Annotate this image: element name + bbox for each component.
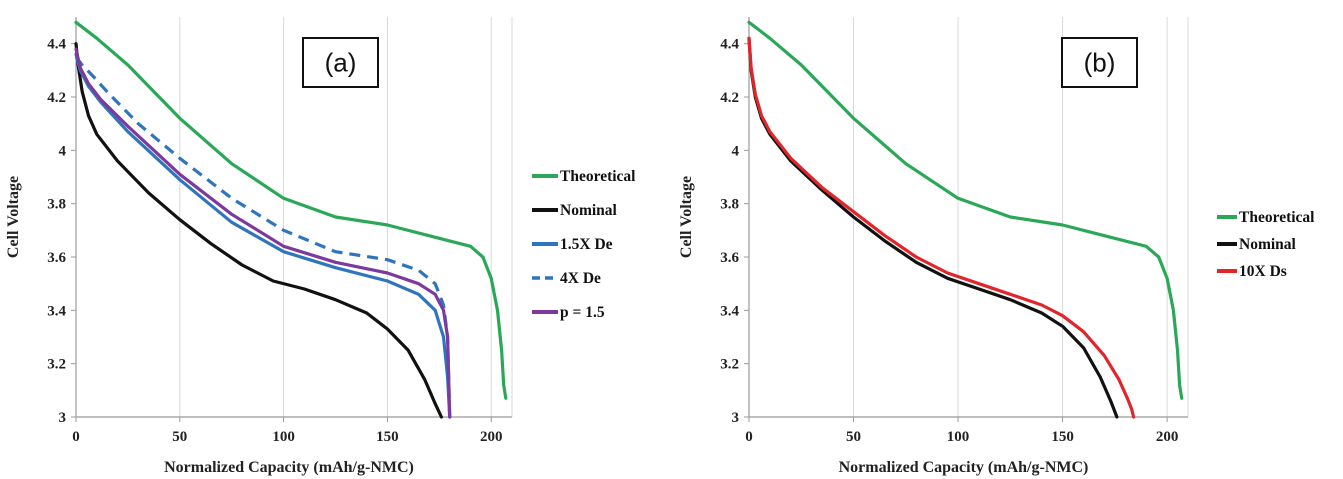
x-tick-label: 200 [1156, 429, 1179, 445]
legend-label: Nominal [1239, 236, 1297, 253]
series-line-10x-ds [747, 36, 1136, 419]
y-tick-label: 4.4 [47, 37, 66, 53]
legend-label: 1.5X De [560, 236, 613, 253]
y-tick-label: 3.6 [720, 250, 739, 266]
y-tick-label: 3 [59, 410, 67, 426]
y-tick-label: 4 [59, 143, 67, 159]
series-line-4x-de [74, 56, 452, 418]
legend-label: Theoretical [1239, 209, 1315, 226]
chart-panel-0: 3 3.2 3.4 3.6 3.8 4 4.2 4.4 0 50 100 150 200 Normaliz… [5, 17, 636, 476]
legend: Theoretical Nominal 10X Ds [1217, 209, 1315, 280]
y-tick-label: 3 [732, 410, 740, 426]
y-tick-label: 4.2 [720, 90, 739, 106]
x-axis-title: Normalized Capacity (mAh/g-NMC) [164, 459, 414, 476]
x-tick-label: 0 [72, 429, 80, 445]
y-tick-label: 3.4 [720, 303, 739, 319]
y-tick-label: 4.2 [47, 90, 66, 106]
y-tick-label: 3.8 [47, 197, 66, 213]
panel-label: (b) [1084, 48, 1116, 78]
y-tick-label: 4.4 [720, 37, 739, 53]
y-tick-label: 3.6 [47, 250, 66, 266]
y-axis-title: Cell Voltage [678, 176, 695, 258]
y-tick-label: 3.8 [720, 197, 739, 213]
panel-label: (a) [325, 48, 357, 78]
x-tick-label: 50 [846, 429, 861, 445]
x-tick-label: 100 [272, 429, 295, 445]
x-tick-label: 150 [1051, 429, 1074, 445]
panel-label-box [302, 37, 379, 88]
panel-label-box [1061, 37, 1138, 88]
legend-label: 4X De [560, 270, 601, 287]
x-tick-label: 0 [745, 429, 753, 445]
x-tick-label: 50 [172, 429, 187, 445]
legend-label: 10X Ds [1239, 263, 1287, 280]
x-tick-label: 150 [376, 429, 399, 445]
y-tick-label: 3.4 [47, 303, 66, 319]
series-line-p-1-5 [74, 47, 452, 419]
legend-label: Theoretical [560, 168, 636, 185]
x-tick-label: 100 [947, 429, 970, 445]
series-line-nominal [747, 36, 1119, 419]
series-line-theoretical [747, 20, 1184, 400]
legend: Theoretical Nominal 1.5X De 4X De p = 1.5 [532, 168, 636, 321]
y-tick-label: 4 [732, 143, 740, 159]
x-axis-title: Normalized Capacity (mAh/g-NMC) [839, 459, 1089, 476]
x-tick-label: 200 [480, 429, 503, 445]
series-line-theoretical [74, 20, 508, 400]
chart-panel-1: 3 3.2 3.4 3.6 3.8 4 4.2 4.4 0 50 100 150 200 Normaliz… [678, 17, 1315, 476]
series-line-1-5x-de [74, 52, 452, 419]
legend-label: p = 1.5 [560, 304, 605, 321]
y-tick-label: 3.2 [720, 357, 739, 373]
legend-label: Nominal [560, 202, 618, 219]
y-axis-title: Cell Voltage [5, 176, 22, 258]
series-line-nominal [74, 42, 443, 419]
y-tick-label: 3.2 [47, 357, 66, 373]
